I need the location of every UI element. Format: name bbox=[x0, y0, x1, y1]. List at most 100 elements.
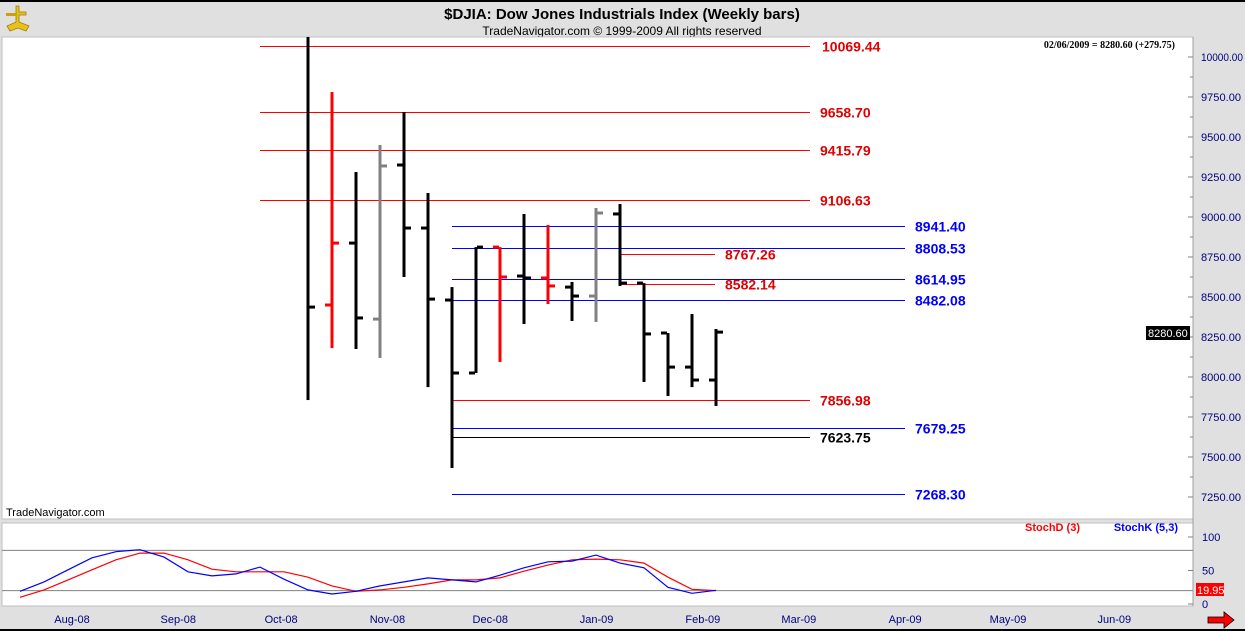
level-label: 8482.08 bbox=[915, 293, 966, 309]
last-price-badge bbox=[1146, 326, 1190, 340]
ohlc-bar bbox=[661, 331, 675, 397]
y-tick-label: 7500.00 bbox=[1201, 452, 1241, 464]
ohlc-bar bbox=[517, 213, 531, 325]
y-tick-label: 7250.00 bbox=[1201, 492, 1241, 504]
price-bars bbox=[306, 37, 723, 469]
bar-open-tick bbox=[613, 212, 619, 216]
stoch-last-badge bbox=[1196, 583, 1224, 596]
bar-close-tick bbox=[477, 245, 483, 249]
bar-open-tick bbox=[709, 378, 715, 382]
bar-open-tick bbox=[397, 163, 403, 167]
x-tick-label: Oct-08 bbox=[265, 614, 298, 626]
bar-open-tick bbox=[445, 298, 451, 302]
ohlc-bar bbox=[565, 281, 579, 321]
level-label: 9658.70 bbox=[820, 105, 871, 121]
date-axis[interactable]: Aug-08 Sep-08 Oct-08 Nov-08 Dec-08 Jan-09 Feb-… bbox=[54, 614, 1131, 626]
arrow-right-icon[interactable] bbox=[1207, 611, 1235, 629]
x-tick-label: May-09 bbox=[990, 614, 1027, 626]
ohlc-bar bbox=[589, 208, 603, 322]
bar-range bbox=[618, 204, 622, 286]
ohlc-bar bbox=[493, 245, 507, 362]
bar-open-tick bbox=[541, 276, 547, 280]
bar-close-tick bbox=[405, 226, 411, 230]
bar-range bbox=[426, 193, 430, 388]
bottom-border bbox=[0, 629, 1245, 631]
chart-title: $DJIA: Dow Jones Industrials Index (Week… bbox=[444, 6, 800, 23]
level-label: 8582.14 bbox=[725, 277, 776, 293]
bar-range bbox=[642, 283, 646, 382]
bar-open-tick bbox=[565, 285, 571, 289]
ohlc-bar bbox=[637, 281, 651, 382]
x-tick-label: Apr-09 bbox=[889, 614, 922, 626]
ohlc-bar bbox=[397, 112, 411, 277]
bar-open-tick bbox=[685, 365, 691, 369]
bar-open-tick bbox=[349, 241, 355, 245]
bar-range bbox=[378, 145, 382, 358]
bar-close-tick bbox=[645, 332, 651, 336]
bar-open-tick bbox=[661, 331, 667, 335]
bar-range bbox=[474, 247, 478, 373]
y-tick-label: 8000.00 bbox=[1201, 372, 1241, 384]
ohlc-bar bbox=[445, 287, 459, 469]
level-label: 8941.40 bbox=[915, 219, 966, 235]
y-tick-label: 9500.00 bbox=[1201, 132, 1241, 144]
y-tick-label: 8750.00 bbox=[1201, 252, 1241, 264]
level-label: 8614.95 bbox=[915, 272, 966, 288]
bar-close-tick bbox=[501, 275, 507, 279]
ohlc-bar bbox=[613, 204, 627, 286]
ohlc-bar bbox=[306, 37, 315, 401]
y-tick-label: 10000.00 bbox=[1201, 52, 1243, 64]
bar-open-tick bbox=[589, 294, 595, 298]
x-tick-label: Dec-08 bbox=[473, 614, 508, 626]
y-tick-label: 7750.00 bbox=[1201, 412, 1241, 424]
level-label: 7856.98 bbox=[820, 393, 871, 409]
ohlc-bar bbox=[349, 172, 363, 349]
stochastic-pane[interactable] bbox=[1, 522, 1194, 607]
bar-close-tick bbox=[333, 241, 339, 245]
ohlc-bar bbox=[421, 193, 435, 388]
top-border bbox=[0, 0, 1245, 2]
x-tick-label: Aug-08 bbox=[54, 614, 89, 626]
chart-subtitle: TradeNavigator.com © 1999-2009 All right… bbox=[482, 24, 761, 38]
bar-close-tick bbox=[429, 297, 435, 301]
bar-open-tick bbox=[493, 245, 499, 249]
bar-close-tick bbox=[381, 164, 387, 168]
x-tick-label: Jan-09 bbox=[580, 614, 614, 626]
legend-stochd: StochD (3) bbox=[1025, 522, 1080, 534]
bar-close-tick bbox=[573, 294, 579, 298]
bar-range bbox=[690, 313, 694, 388]
y-tick-label: 9250.00 bbox=[1201, 172, 1241, 184]
x-tick-label: Nov-08 bbox=[370, 614, 405, 626]
bar-close-tick bbox=[549, 284, 555, 288]
bar-open-tick bbox=[421, 226, 427, 230]
bar-close-tick bbox=[597, 211, 603, 215]
stoch-y-tick-label: 100 bbox=[1202, 532, 1220, 544]
stoch-y-tick-label: 0 bbox=[1202, 599, 1208, 611]
bar-range bbox=[402, 112, 406, 277]
bar-range bbox=[522, 213, 526, 325]
legend-stochk: StochK (5,3) bbox=[1114, 522, 1179, 534]
y-tick-label: 8250.00 bbox=[1201, 332, 1241, 344]
bar-range bbox=[714, 329, 718, 406]
bar-open-tick bbox=[469, 371, 475, 375]
price-axis[interactable]: 10000.00 9750.00 9500.00 9250.00 9000.00 8750… bbox=[1188, 52, 1243, 504]
bar-close-tick bbox=[621, 281, 627, 285]
bar-range bbox=[498, 247, 502, 362]
bar-open-tick bbox=[517, 274, 523, 278]
bar-close-tick bbox=[357, 316, 363, 320]
ohlc-bar bbox=[373, 145, 387, 358]
stochd-line bbox=[19, 552, 717, 598]
level-label: 9106.63 bbox=[820, 193, 871, 209]
bar-range bbox=[546, 225, 550, 305]
info-readout: 02/06/2009 = 8280.60 (+279.75) bbox=[1044, 40, 1175, 51]
ohlc-bar bbox=[541, 225, 555, 305]
bar-open-tick bbox=[637, 281, 643, 285]
ohlc-bar bbox=[325, 92, 339, 349]
x-tick-label: Mar-09 bbox=[781, 614, 816, 626]
stoch-last-label: 19.95 bbox=[1197, 585, 1225, 597]
stoch-y-tick-label: 50 bbox=[1202, 566, 1214, 578]
bar-close-tick bbox=[669, 365, 675, 369]
level-label: 9415.79 bbox=[820, 143, 871, 159]
bar-range bbox=[330, 92, 334, 349]
